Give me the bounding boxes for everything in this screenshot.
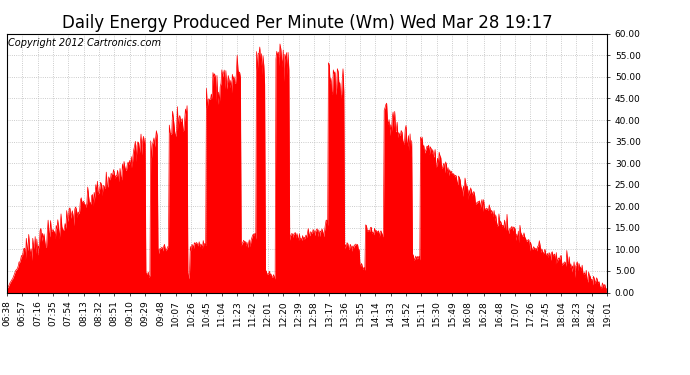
Text: Copyright 2012 Cartronics.com: Copyright 2012 Cartronics.com <box>8 38 161 48</box>
Title: Daily Energy Produced Per Minute (Wm) Wed Mar 28 19:17: Daily Energy Produced Per Minute (Wm) We… <box>61 14 553 32</box>
